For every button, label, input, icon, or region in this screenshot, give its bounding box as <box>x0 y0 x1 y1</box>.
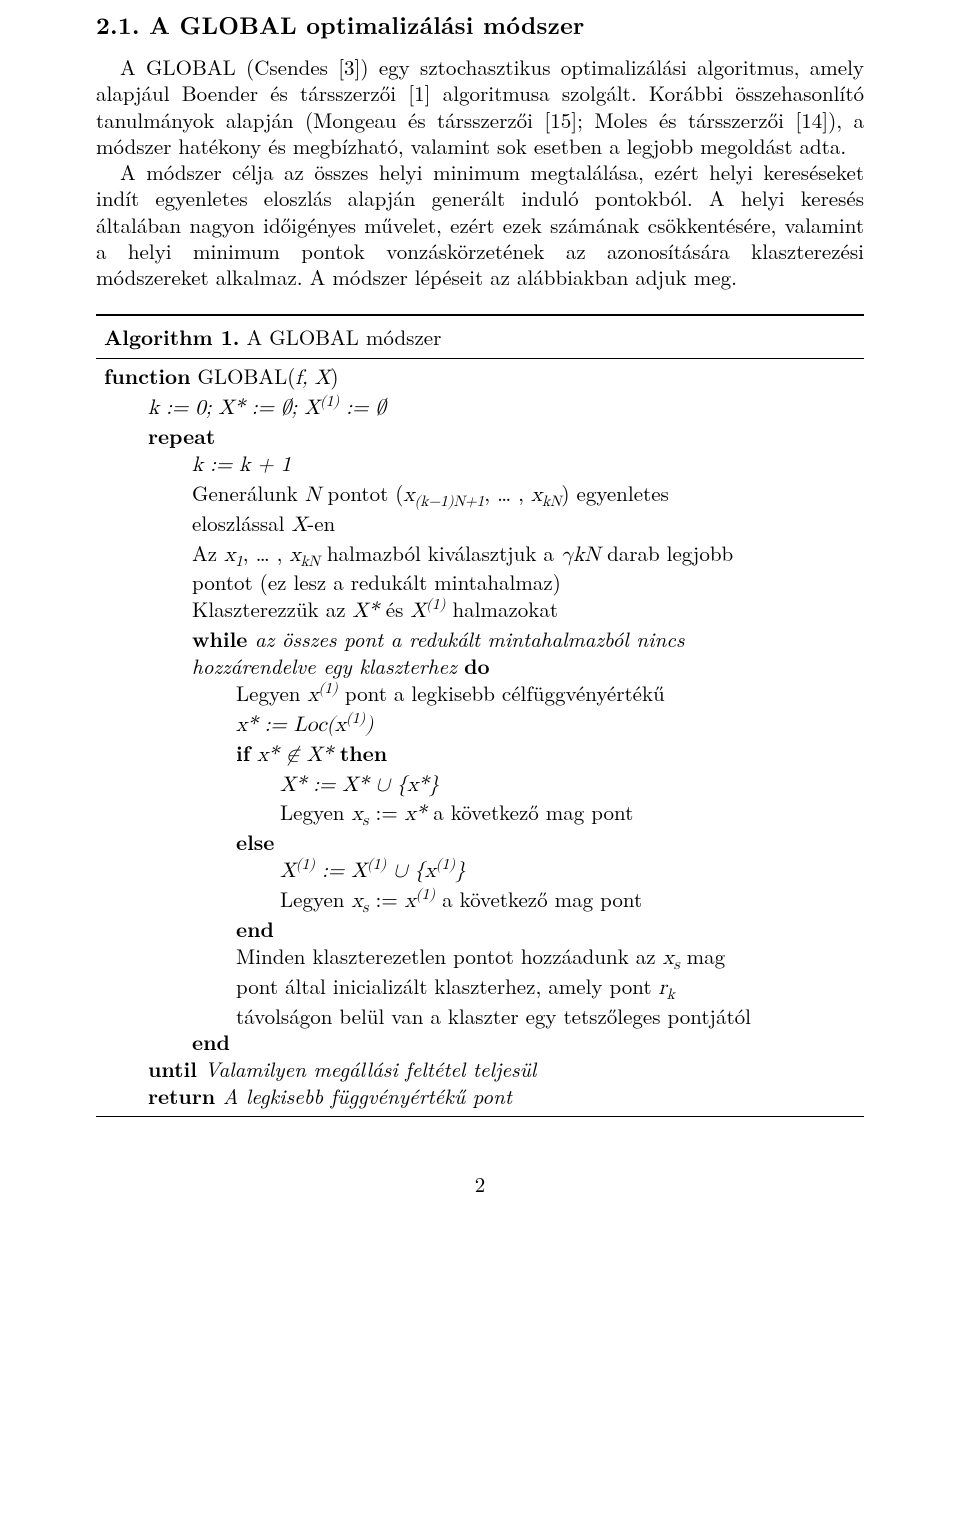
txt: a következő mag pont <box>426 797 633 827</box>
algo-line-az: Az x1, … , xkN halmazból kiválasztjuk a … <box>104 540 864 570</box>
algo-line-gen2: eloszlással X-en <box>104 510 864 540</box>
txt: Legyen <box>280 884 351 914</box>
txt: Legyen <box>280 797 351 827</box>
txt: ) egyenletes <box>561 478 668 508</box>
txt: Valamilyen megállási feltétel teljesül <box>197 1054 536 1084</box>
algorithm-body: function GLOBAL(f, X) k := 0; X* := ∅; X… <box>96 359 864 1116</box>
algo-line-end1: end <box>104 916 864 943</box>
txt: halmazból kiválasztjuk a <box>320 538 561 568</box>
txt: hozzárendelve egy klaszterhez <box>192 651 464 681</box>
txt: mag <box>680 941 726 971</box>
txt: a következő mag pont <box>435 884 642 914</box>
txt: A legkisebb függvényértékű pont <box>215 1081 512 1111</box>
algo-line-az2: pontot (ez lesz a redukált mintahalmaz) <box>104 569 864 596</box>
txt: ) <box>330 361 338 391</box>
algo-line-while: while az összes pont a redukált mintahal… <box>104 626 864 653</box>
txt: Generálunk <box>192 478 305 508</box>
paragraph-2: A módszer célja az összes helyi minimum … <box>96 159 864 290</box>
kw-repeat: repeat <box>148 421 215 451</box>
page: 2.1. A GLOBAL optimalizálási módszer A G… <box>0 8 960 1239</box>
txt: halmazokat <box>445 594 558 624</box>
section-heading: 2.1. A GLOBAL optimalizálási módszer <box>96 8 864 42</box>
kw-end: end <box>236 914 274 944</box>
kw-do: do <box>464 651 490 681</box>
algo-line-legyen2: Legyen xs := x* a következő mag pont <box>104 799 864 829</box>
algorithm-title-bold: Algorithm 1. <box>104 322 240 352</box>
kw-until: until <box>148 1054 197 1084</box>
txt: X <box>291 515 307 536</box>
algo-line-legyen1: Legyen x(1) pont a legkisebb célfüggvény… <box>104 680 864 710</box>
algo-line-xstar: x* := Loc(x(1)) <box>104 710 864 740</box>
algorithm-block: Algorithm 1. A GLOBAL módszer function G… <box>96 314 864 1117</box>
txt: Legyen <box>236 678 307 708</box>
txt: pontot ( <box>321 478 404 508</box>
algo-line-else: else <box>104 829 864 856</box>
txt: := <box>369 797 405 827</box>
algo-line-init: k := 0; X* := ∅; X(1) := ∅ <box>104 393 864 423</box>
kw-while: while <box>192 624 247 654</box>
rule-bottom <box>96 1116 864 1117</box>
algorithm-title-tail: A GLOBAL módszer <box>240 322 442 352</box>
paragraph-1: A GLOBAL (Csendes [3]) egy sztochasztiku… <box>96 54 864 159</box>
txt: darab legjobb <box>600 538 733 568</box>
algo-line-function: function GLOBAL(f, X) <box>104 363 864 393</box>
kw-if: if <box>236 738 250 768</box>
txt: f, X <box>295 368 330 389</box>
algo-line-repeat: repeat <box>104 423 864 450</box>
algo-line-until: until Valamilyen megállási feltétel telj… <box>104 1056 864 1083</box>
page-number: 2 <box>96 1169 864 1199</box>
txt: eloszlással <box>192 508 291 538</box>
algo-line-union1: X* := X* ∪ {x*} <box>104 770 864 800</box>
kw-return: return <box>148 1081 215 1111</box>
kw-function: function <box>104 361 191 391</box>
txt: Klaszterezzük az <box>192 594 353 624</box>
kw-else: else <box>236 827 274 857</box>
algo-line-return: return A legkisebb függvényértékű pont <box>104 1083 864 1110</box>
algo-line-minden: Minden klaszterezetlen pontot hozzáadunk… <box>104 943 864 973</box>
algo-line-minden3: távolságon belül van a klaszter egy tets… <box>104 1003 864 1030</box>
txt: -en <box>307 508 335 538</box>
algo-line-gen: Generálunk N pontot (x(k−1)N+1, … , xkN)… <box>104 480 864 510</box>
algo-line-minden2: pont által inicializált klaszterhez, ame… <box>104 973 864 1003</box>
txt: és <box>379 594 411 624</box>
txt: := <box>369 884 405 914</box>
txt: , … , <box>484 478 531 508</box>
txt: , … , <box>243 538 290 568</box>
txt: GLOBAL( <box>191 361 296 391</box>
algo-line-klasz: Klaszterezzük az X* és X(1) halmazokat <box>104 596 864 626</box>
kw-then: then <box>340 738 387 768</box>
algo-line-legyen3: Legyen xs := x(1) a következő mag pont <box>104 886 864 916</box>
kw-end: end <box>192 1027 230 1057</box>
algo-line-union2: X(1) := X(1) ∪ {x(1)} <box>104 856 864 886</box>
algo-line-kplus: k := k + 1 <box>104 450 864 480</box>
txt: Az <box>192 538 224 568</box>
algo-line-if: if x* ∉ X* then <box>104 740 864 770</box>
txt: Minden klaszterezetlen pontot hozzáadunk… <box>236 941 663 971</box>
algo-line-while2: hozzárendelve egy klaszterhez do <box>104 653 864 680</box>
txt: pont a legkisebb célfüggvényértékű <box>338 678 665 708</box>
txt: pont által inicializált klaszterhez, ame… <box>236 971 659 1001</box>
txt: N <box>305 485 321 506</box>
algo-line-end2: end <box>104 1029 864 1056</box>
txt: az összes pont a redukált mintahalmazból… <box>247 624 684 654</box>
algorithm-title: Algorithm 1. A GLOBAL módszer <box>96 316 864 358</box>
